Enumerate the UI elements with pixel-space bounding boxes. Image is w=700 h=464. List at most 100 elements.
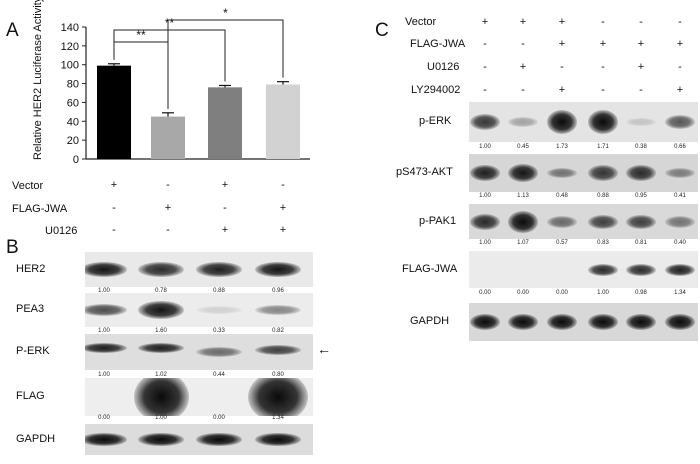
blot-strip [85, 252, 313, 287]
blot-strip [85, 378, 313, 416]
blot-label: PEA3 [16, 303, 45, 315]
condition-label: Vector [405, 16, 437, 28]
y-tick-label: 20 [67, 135, 79, 147]
densitometry-value: 0.40 [674, 240, 686, 246]
luciferase-bar-chart: Relative HER2 Luciferase Activity(%) 0 20… [32, 0, 310, 166]
densitometry-value: 0.80 [272, 372, 284, 378]
blot-band [587, 214, 619, 229]
densitometry-value: 0.45 [517, 144, 529, 150]
condition-label: Vector [12, 180, 44, 192]
significance-label: ** [165, 16, 175, 30]
condition-sign: + [221, 179, 229, 191]
condition-sign: + [481, 16, 489, 28]
condition-sign: - [112, 202, 116, 214]
densitometry-value: 0.38 [635, 144, 647, 150]
y-axis-label: Relative HER2 Luciferase Activity(%) [32, 0, 44, 160]
blot-strip [469, 251, 698, 288]
bar [208, 87, 242, 159]
y-tick-label: 60 [67, 97, 79, 109]
condition-sign: + [110, 179, 118, 191]
blot-band [469, 114, 501, 130]
densitometry-value: 0.00 [556, 290, 568, 296]
condition-sign: + [164, 202, 172, 214]
condition-label: LY294002 [411, 84, 461, 96]
densitometry-value: 0.41 [674, 193, 686, 199]
blot-band [664, 263, 696, 276]
densitometry-value: 1.07 [517, 240, 529, 246]
condition-sign: + [676, 84, 684, 96]
y-tick-label: 40 [67, 116, 79, 128]
condition-sign: - [112, 224, 116, 236]
densitometry-value: 0.00 [517, 290, 529, 296]
densitometry-value: 1.00 [155, 415, 167, 421]
densitometry-value: 1.02 [155, 372, 167, 378]
blot-band [248, 378, 308, 416]
blot-band [546, 314, 578, 330]
blot-label: GAPDH [16, 432, 56, 445]
blot-band [255, 261, 301, 278]
condition-sign: - [483, 84, 487, 96]
condition-sign: + [637, 38, 645, 50]
blot-band [85, 343, 127, 353]
densitometry-value: 1.60 [155, 328, 167, 334]
densitometry-value: 0.88 [597, 193, 609, 199]
blot-band [546, 168, 578, 178]
densitometry-value: 1.00 [479, 144, 491, 150]
condition-sign: + [637, 61, 645, 73]
y-tick-label: 100 [61, 60, 79, 72]
blot-label: HER2 [16, 262, 46, 275]
blot-band [664, 314, 696, 330]
bar [97, 65, 131, 159]
blot-band [85, 261, 127, 278]
condition-label: FLAG-JWA [410, 38, 466, 50]
condition-label: U0126 [427, 61, 460, 73]
y-tick-label: 140 [61, 22, 79, 34]
blot-band [138, 432, 184, 447]
blot-band [507, 314, 539, 330]
blot-strip [469, 303, 698, 341]
blot-band [138, 301, 184, 319]
blot-band [587, 263, 619, 276]
densitometry-value: 1.00 [98, 372, 110, 378]
densitometry-value: 1.71 [597, 144, 609, 150]
densitometry-value: 0.83 [597, 240, 609, 246]
blot-band [625, 263, 657, 276]
blot-band [507, 117, 539, 127]
panel-letter-c: C [375, 20, 389, 41]
significance-label: * [223, 6, 228, 20]
densitometry-value: 0.82 [272, 328, 284, 334]
condition-sign: - [223, 202, 227, 214]
blot-band [85, 304, 127, 316]
band-arrow-icon: ← [317, 341, 331, 357]
condition-sign: - [483, 38, 487, 50]
blot-band [138, 261, 184, 278]
condition-sign: - [601, 84, 605, 96]
significance-bracket [167, 19, 284, 109]
blot-band [625, 118, 657, 126]
blot-strip [85, 424, 313, 455]
condition-sign: - [521, 38, 525, 50]
condition-sign: - [678, 61, 682, 73]
blot-label: FLAG-JWA [402, 262, 458, 275]
blot-band [196, 432, 242, 447]
condition-label: FLAG-JWA [12, 203, 68, 215]
blot-band [546, 215, 578, 228]
blot-strip [85, 293, 313, 327]
densitometry-value: 0.96 [272, 288, 284, 294]
blot-label: FLAG [16, 390, 45, 402]
condition-sign: + [558, 38, 566, 50]
blot-label: p-ERK [419, 115, 452, 127]
blot-label: P-ERK [16, 345, 50, 357]
blot-band [138, 343, 184, 353]
blot-band [664, 168, 696, 178]
blot-band [85, 432, 127, 447]
blot-label: GAPDH [410, 315, 450, 327]
densitometry-value: 1.00 [98, 288, 110, 294]
condition-sign: - [639, 16, 643, 28]
condition-sign: + [558, 16, 566, 28]
significance-bracket [113, 29, 226, 82]
blot-band [255, 432, 301, 447]
y-tick-label: 120 [61, 41, 79, 53]
densitometry-value: 0.88 [213, 288, 225, 294]
condition-sign: + [676, 38, 684, 50]
